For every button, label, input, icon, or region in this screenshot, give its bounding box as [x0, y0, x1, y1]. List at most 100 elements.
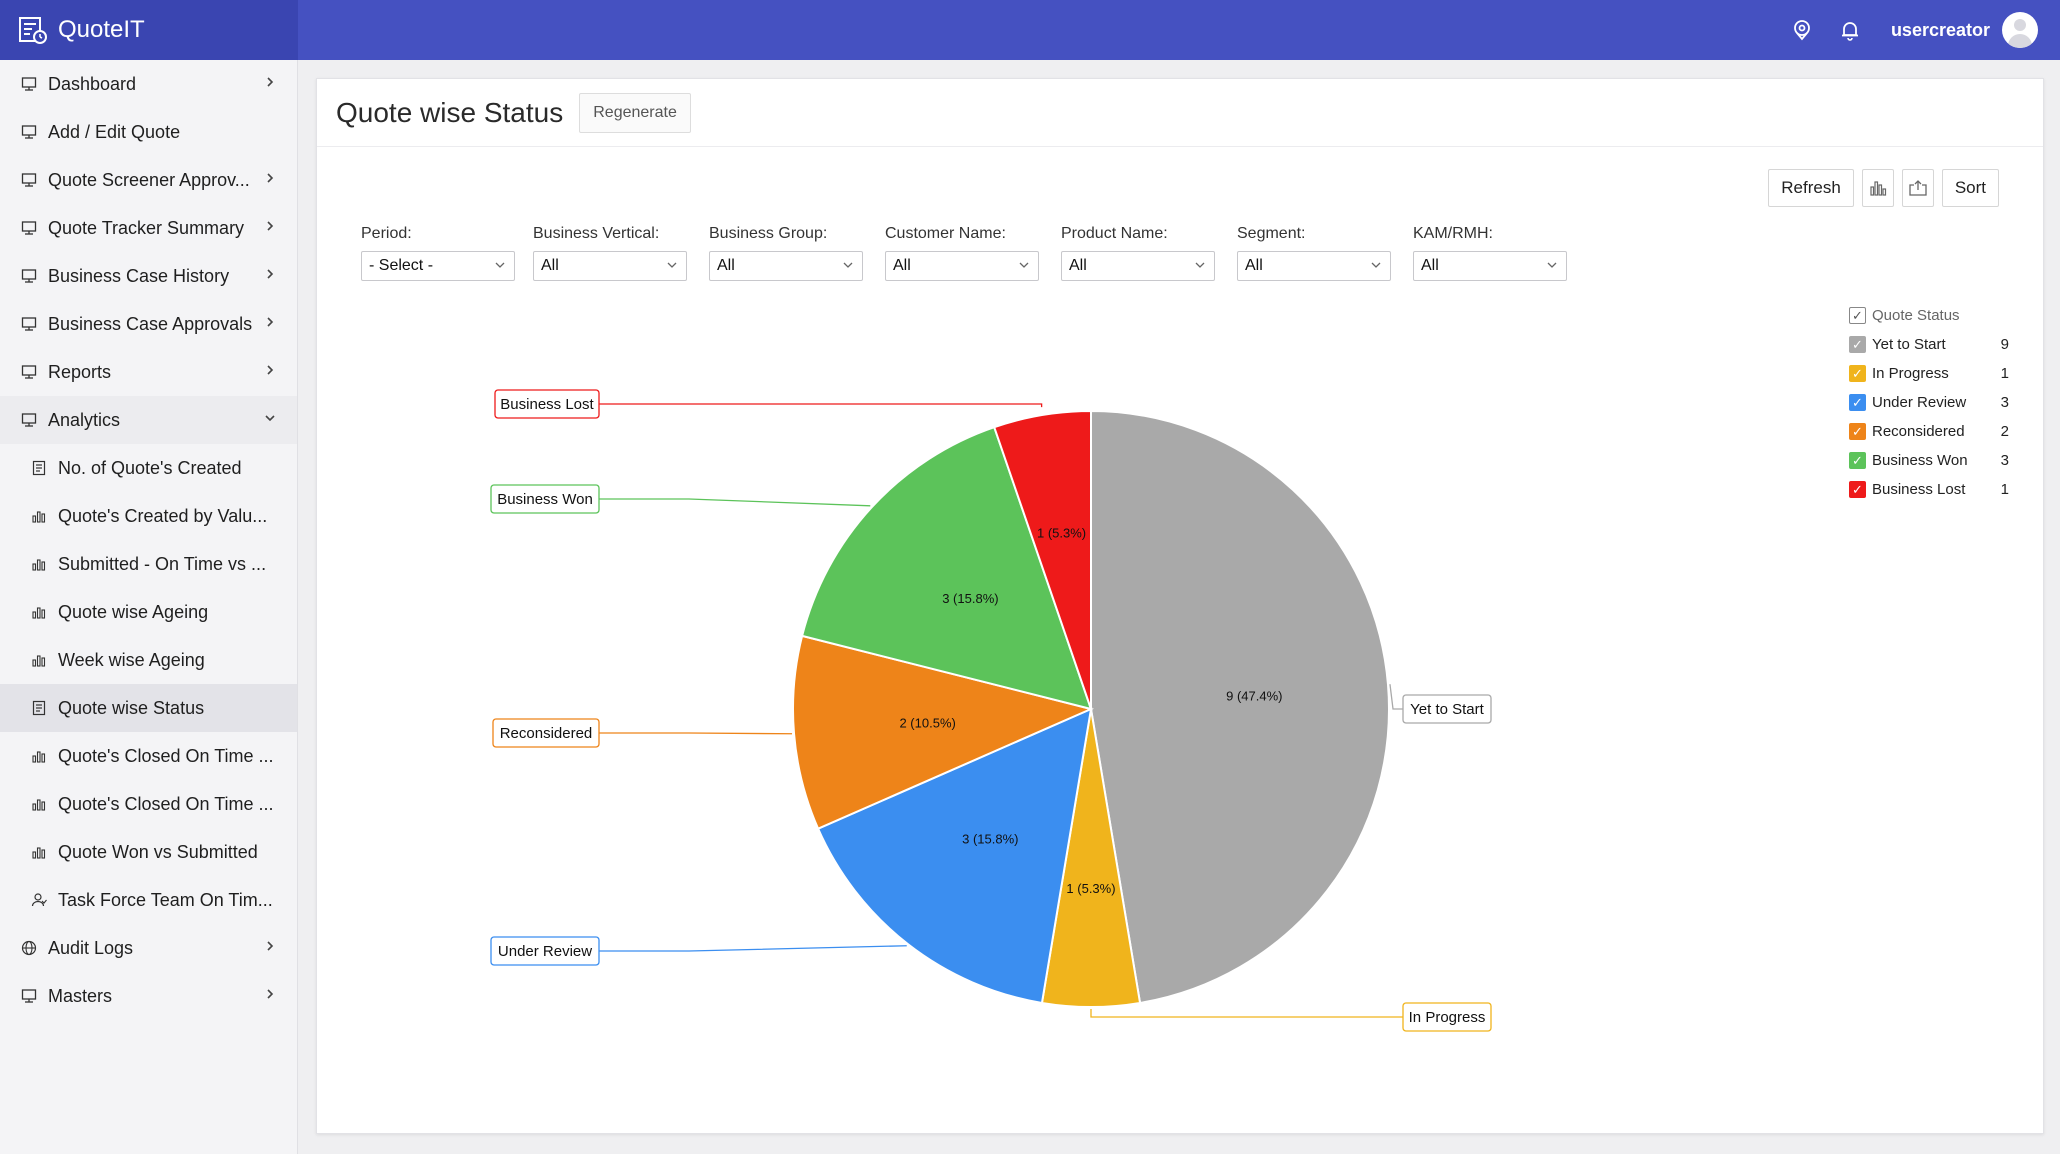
users-icon	[30, 891, 48, 909]
sidebar-item-business-case-approvals[interactable]: Business Case Approvals	[0, 300, 297, 348]
legend-count: 1	[2000, 481, 2009, 498]
legend-title[interactable]: ✓ Quote Status	[1849, 301, 2009, 330]
checkbox-icon: ✓	[1849, 365, 1866, 382]
select-value: All	[541, 257, 559, 274]
pie-slice-business-won[interactable]	[800, 425, 1093, 711]
legend-count: 1	[2000, 365, 2009, 382]
callout-box	[494, 389, 600, 419]
sidebar-item-quote-s-closed-on-time[interactable]: Quote's Closed On Time ...	[0, 780, 297, 828]
sidebar-item-quote-tracker-summary[interactable]: Quote Tracker Summary	[0, 204, 297, 252]
legend-label: In Progress	[1872, 365, 1949, 382]
legend-count: 3	[2000, 394, 2009, 411]
product-name-select[interactable]: All	[1061, 251, 1215, 281]
filter-customer-name: Customer Name: All	[885, 225, 1039, 281]
callout-box	[1402, 1002, 1492, 1032]
monitor-icon	[20, 267, 38, 285]
legend-item-reconsidered[interactable]: ✓ Reconsidered 2	[1849, 417, 2009, 446]
sidebar-item-dashboard[interactable]: Dashboard	[0, 60, 297, 108]
sidebar-item-add-edit-quote[interactable]: Add / Edit Quote	[0, 108, 297, 156]
monitor-icon	[20, 987, 38, 1005]
filter-product-name: Product Name: All	[1061, 225, 1215, 281]
chart-type-button[interactable]	[1861, 169, 1894, 207]
callout-label-yet-to-start: Yet to Start	[1410, 701, 1484, 718]
legend-item-in-progress[interactable]: ✓ In Progress 1	[1849, 359, 2009, 388]
callout-line	[599, 403, 1043, 408]
regenerate-button[interactable]: Regenerate	[579, 92, 691, 133]
customer-name-select[interactable]: All	[885, 251, 1039, 281]
pie-value-label: 2 (10.5%)	[899, 716, 955, 731]
sidebar-item-task-force-team-on-tim[interactable]: Task Force Team On Tim...	[0, 876, 297, 924]
sidebar-item-analytics[interactable]: Analytics	[0, 396, 297, 444]
sidebar-item-label: Quote Tracker Summary	[48, 217, 245, 238]
callout-label-under-review: Under Review	[498, 943, 592, 960]
chevron-down-icon	[1370, 259, 1382, 274]
pie-slice-business-lost[interactable]	[992, 409, 1092, 710]
page-title: Quote wise Status	[336, 96, 564, 128]
sidebar-item-quote-won-vs-submitted[interactable]: Quote Won vs Submitted	[0, 828, 297, 876]
location-icon[interactable]	[1789, 17, 1815, 43]
pie-slice-under-review[interactable]	[816, 707, 1093, 1005]
brand[interactable]: QuoteIT	[0, 0, 298, 60]
sidebar-item-quote-screener-approv[interactable]: Quote Screener Approv...	[0, 156, 297, 204]
chevron-down-icon	[263, 411, 279, 427]
legend-count: 2	[2000, 423, 2009, 440]
legend-item-business-lost[interactable]: ✓ Business Lost 1	[1849, 475, 2009, 504]
segment-select[interactable]: All	[1237, 251, 1391, 281]
legend-item-business-won[interactable]: ✓ Business Won 3	[1849, 446, 2009, 475]
checkbox-icon: ✓	[1849, 307, 1866, 324]
filter-label: Business Vertical:	[533, 225, 660, 242]
sidebar-item-label: Reports	[48, 361, 112, 382]
refresh-button[interactable]: Refresh	[1768, 169, 1854, 207]
username[interactable]: usercreator	[1890, 19, 1990, 40]
sidebar-item-quote-wise-ageing[interactable]: Quote wise Ageing	[0, 588, 297, 636]
sidebar: Dashboard Add / Edit Quote Quote Screener …	[0, 60, 298, 1154]
pie-slice-reconsidered[interactable]	[792, 634, 1095, 831]
kam-rmh-select[interactable]: All	[1413, 251, 1567, 281]
avatar[interactable]	[2002, 12, 2038, 48]
bar-chart-icon	[30, 507, 48, 525]
filter-label: KAM/RMH:	[1413, 225, 1493, 242]
sidebar-item-no-of-quote-s-created[interactable]: No. of Quote's Created	[0, 444, 297, 492]
filter-label: Product Name:	[1061, 225, 1168, 242]
callout-label-in-progress: In Progress	[1409, 1009, 1486, 1026]
sidebar-item-quote-wise-status[interactable]: Quote wise Status	[0, 684, 297, 732]
chevron-down-icon	[494, 259, 506, 274]
app-name: QuoteIT	[58, 16, 145, 43]
sidebar-item-reports[interactable]: Reports	[0, 348, 297, 396]
pie-value-label: 3 (15.8%)	[962, 831, 1018, 846]
sidebar-item-quote-s-closed-on-time[interactable]: Quote's Closed On Time ...	[0, 732, 297, 780]
report-icon	[30, 699, 48, 717]
business-group-select[interactable]: All	[709, 251, 863, 281]
quoteit-logo-icon	[19, 17, 47, 44]
chevron-down-icon	[1194, 259, 1206, 274]
callout-line	[599, 732, 793, 735]
chevron-down-icon	[1546, 259, 1558, 274]
legend-item-under-review[interactable]: ✓ Under Review 3	[1849, 388, 2009, 417]
sidebar-item-label: Dashboard	[48, 73, 137, 94]
sidebar-item-label: Quote's Closed On Time ...	[58, 745, 274, 766]
sort-button[interactable]: Sort	[1941, 169, 1999, 207]
export-button[interactable]	[1901, 169, 1934, 207]
bar-chart-icon	[30, 603, 48, 621]
filter-label: Business Group:	[709, 225, 828, 242]
legend-item-yet-to-start[interactable]: ✓ Yet to Start 9	[1849, 330, 2009, 359]
chevron-down-icon	[842, 259, 854, 274]
sidebar-item-week-wise-ageing[interactable]: Week wise Ageing	[0, 636, 297, 684]
chart-toolbar: Refresh Sort	[1768, 169, 1999, 207]
period-select[interactable]: - Select -	[361, 251, 515, 281]
bell-icon[interactable]	[1837, 17, 1863, 43]
sidebar-item-business-case-history[interactable]: Business Case History	[0, 252, 297, 300]
chevron-right-icon	[263, 363, 279, 379]
business-vertical-select[interactable]: All	[533, 251, 687, 281]
legend-count: 9	[2000, 336, 2009, 353]
sidebar-item-label: Quote wise Status	[58, 697, 205, 718]
chevron-right-icon	[263, 75, 279, 91]
sidebar-item-masters[interactable]: Masters	[0, 972, 297, 1020]
pie-slice-yet-to-start[interactable]	[1090, 409, 1390, 1005]
sidebar-item-submitted-on-time-vs[interactable]: Submitted - On Time vs ...	[0, 540, 297, 588]
legend-label: Business Lost	[1872, 481, 1966, 498]
sidebar-item-audit-logs[interactable]: Audit Logs	[0, 924, 297, 972]
legend-count: 3	[2000, 452, 2009, 469]
sidebar-item-quote-s-created-by-valu[interactable]: Quote's Created by Valu...	[0, 492, 297, 540]
monitor-icon	[20, 411, 38, 429]
